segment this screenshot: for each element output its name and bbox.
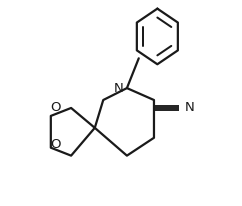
Text: N: N: [113, 82, 123, 95]
Text: N: N: [184, 102, 194, 115]
Text: O: O: [51, 102, 61, 115]
Text: O: O: [51, 138, 61, 151]
